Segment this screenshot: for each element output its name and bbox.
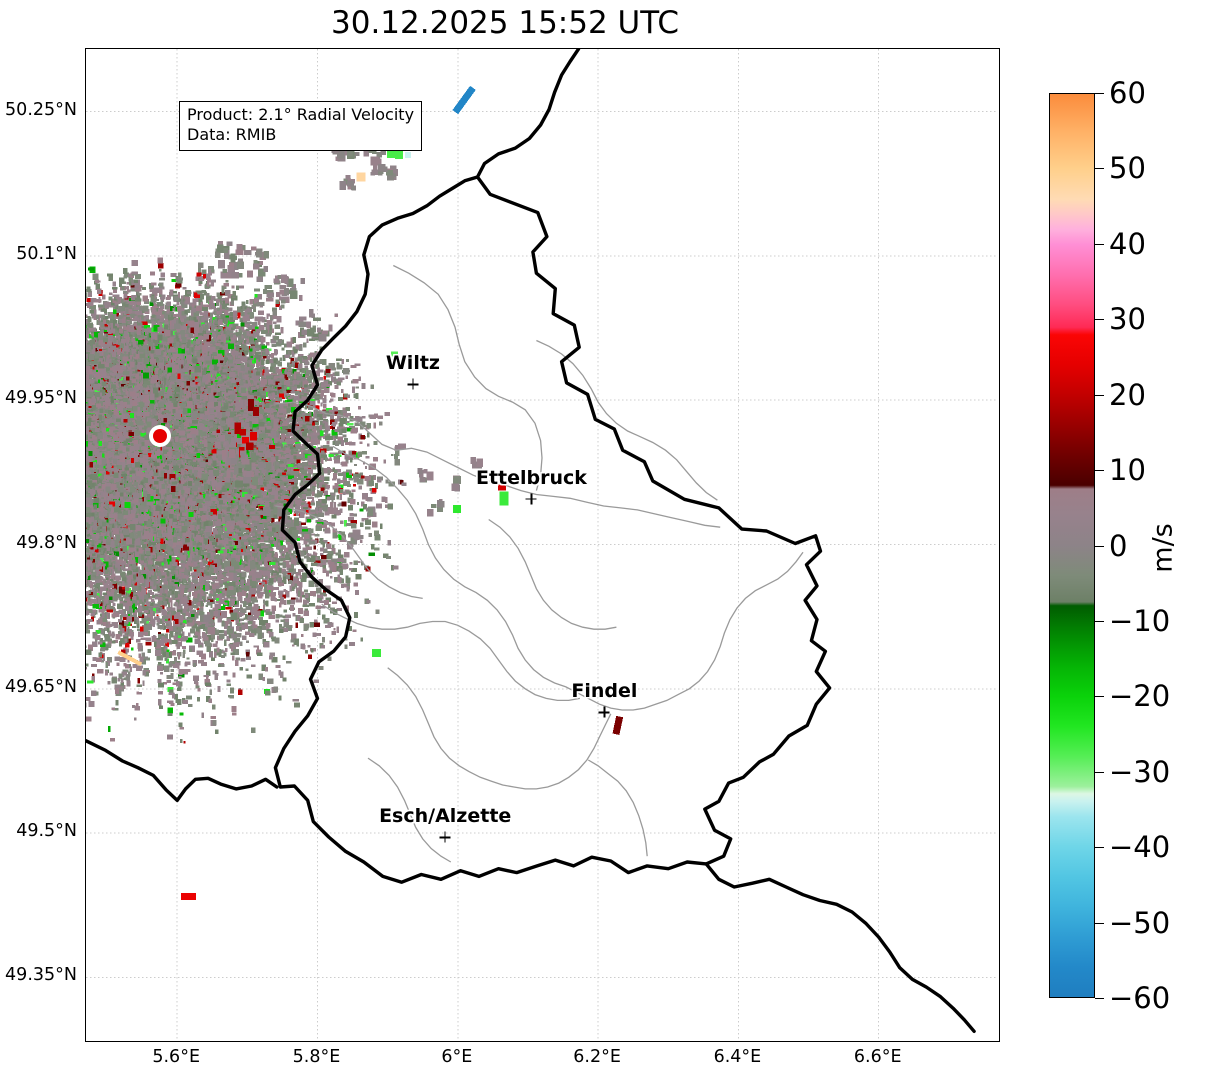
admin-path-2 xyxy=(536,339,718,501)
admin-path-6 xyxy=(587,759,648,857)
colorbar-tick-4 xyxy=(1095,394,1104,396)
city-marker-ettelbruck xyxy=(525,493,537,505)
colorbar-tick-label-9: −30 xyxy=(1109,755,1170,789)
colorbar-tick-0 xyxy=(1095,93,1104,94)
admin-boundaries xyxy=(275,264,804,863)
x-tick-label-3: 6.2°E xyxy=(537,1047,657,1067)
colorbar-tick-label-6: 0 xyxy=(1109,529,1127,563)
colorbar-tick-label-5: 10 xyxy=(1109,453,1146,487)
city-label-findel: Findel xyxy=(571,680,637,702)
admin-path-7 xyxy=(367,757,452,863)
border-path-0 xyxy=(273,175,832,884)
colorbar-tick-8 xyxy=(1095,696,1104,698)
city-label-ettelbruck: Ettelbruck xyxy=(476,467,587,489)
admin-path-3 xyxy=(332,445,804,711)
radar-echoes xyxy=(86,85,624,901)
city-marker-esch-alzette xyxy=(439,831,451,843)
colorbar-tick-label-4: 20 xyxy=(1109,378,1146,412)
colorbar-tick-label-12: −60 xyxy=(1109,981,1170,1015)
admin-path-9 xyxy=(275,505,423,600)
radar-site-marker xyxy=(148,425,171,448)
y-tick-label-0: 50.25°N xyxy=(0,100,77,120)
colorbar-tick-12 xyxy=(1095,998,1104,999)
city-label-wiltz: Wiltz xyxy=(386,352,440,374)
border-path-1 xyxy=(86,739,279,803)
y-tick-label-4: 49.65°N xyxy=(0,677,77,697)
city-label-esch-alzette: Esch/Alzette xyxy=(379,805,511,827)
page-title: 30.12.2025 15:52 UTC xyxy=(0,5,1010,41)
colorbar-tick-2 xyxy=(1095,243,1104,245)
y-tick-label-5: 49.5°N xyxy=(0,821,77,841)
x-tick-label-2: 6°E xyxy=(397,1047,517,1067)
colorbar-tick-label-7: −10 xyxy=(1109,604,1170,638)
colorbar-tick-label-1: 50 xyxy=(1109,151,1146,185)
colorbar-tick-10 xyxy=(1095,847,1104,849)
y-tick-label-2: 49.95°N xyxy=(0,388,77,408)
city-marker-findel xyxy=(598,706,610,718)
x-tick-label-4: 6.4°E xyxy=(677,1047,797,1067)
border-path-3 xyxy=(475,49,581,179)
colorbar-tick-label-8: −20 xyxy=(1109,679,1170,713)
data-line: Data: RMIB xyxy=(187,125,414,145)
y-tick-label-6: 49.35°N xyxy=(0,965,77,985)
map-axes[interactable]: Wiltz Ettelbruck Findel Esch/Alzette Produc… xyxy=(85,48,1000,1042)
colorbar-gradient xyxy=(1049,93,1095,998)
y-tick-label-3: 49.8°N xyxy=(0,533,77,553)
x-tick-label-1: 5.8°E xyxy=(257,1047,377,1067)
product-line: Product: 2.1° Radial Velocity xyxy=(187,105,414,125)
national-borders xyxy=(86,49,976,1033)
x-tick-label-5: 6.6°E xyxy=(818,1047,938,1067)
product-info-box: Product: 2.1° Radial Velocity Data: RMIB xyxy=(179,101,423,151)
colorbar-tick-9 xyxy=(1095,771,1104,773)
colorbar-tick-label-3: 30 xyxy=(1109,302,1146,336)
colorbar[interactable]: 60 50 40 30 20 10 0 −10 −20 −30 −40 −50 −60 xyxy=(1049,76,1170,1015)
colorbar-tick-3 xyxy=(1095,319,1104,321)
colorbar-tick-label-0: 60 xyxy=(1109,76,1146,110)
admin-path-8 xyxy=(488,518,617,630)
colorbar-tick-label-11: −50 xyxy=(1109,906,1170,940)
admin-path-0 xyxy=(275,401,721,528)
map-clip xyxy=(86,49,999,1041)
border-path-2 xyxy=(704,862,976,1033)
y-tick-label-1: 50.1°N xyxy=(0,244,77,264)
colorbar-tick-11 xyxy=(1095,922,1104,924)
colorbar-tick-1 xyxy=(1095,168,1104,170)
map-graphics xyxy=(86,49,998,1040)
colorbar-tick-5 xyxy=(1095,470,1104,472)
colorbar-tick-7 xyxy=(1095,620,1104,622)
admin-path-5 xyxy=(387,667,612,790)
city-marker-wiltz xyxy=(407,378,419,390)
radar-site-dot xyxy=(152,429,167,444)
colorbar-unit-label: m/s xyxy=(1148,523,1179,572)
colorbar-tick-label-10: −40 xyxy=(1109,830,1170,864)
colorbar-tick-label-2: 40 xyxy=(1109,227,1146,261)
colorbar-tick-6 xyxy=(1095,545,1104,547)
admin-path-4 xyxy=(321,603,581,702)
x-tick-label-0: 5.6°E xyxy=(116,1047,236,1067)
admin-path-1 xyxy=(393,264,543,491)
